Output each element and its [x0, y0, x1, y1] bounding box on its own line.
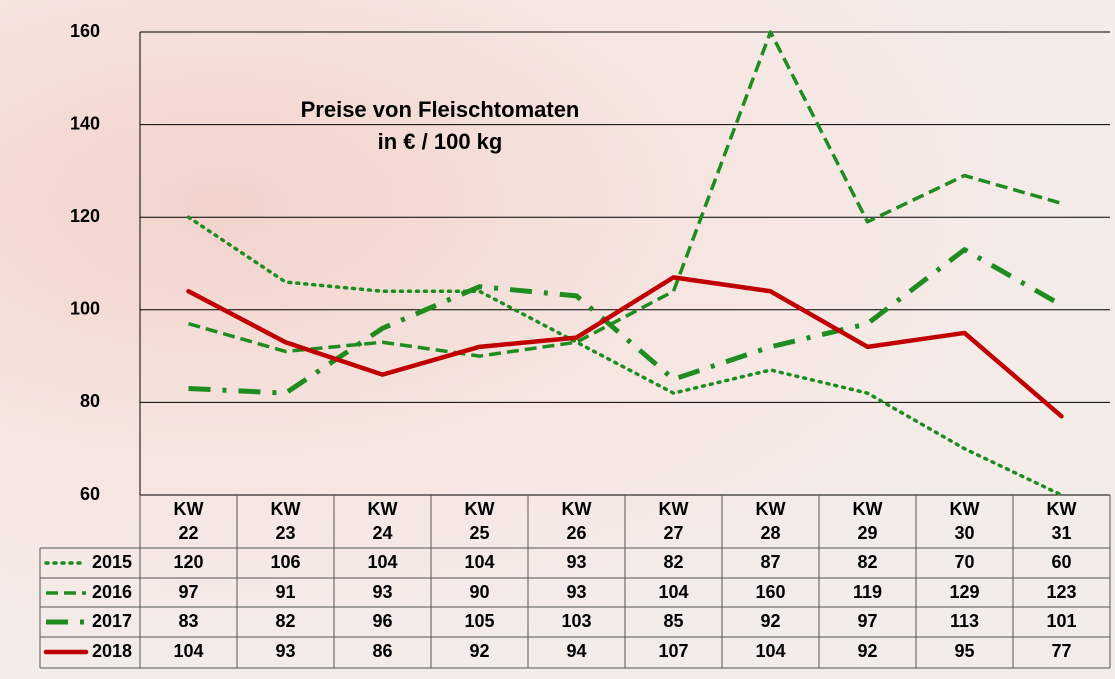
y-tick-label: 160	[70, 21, 100, 41]
table-value: 97	[178, 582, 198, 602]
table-value: 97	[857, 611, 877, 631]
chart-title: Preise von Fleischtomaten in € / 100 kg	[230, 94, 650, 158]
series-line	[189, 217, 1062, 495]
table-value: 91	[275, 582, 295, 602]
table-value: 101	[1046, 611, 1076, 631]
table-value: 87	[760, 552, 780, 572]
x-tick-label: KW 31	[1042, 497, 1082, 545]
table-value: 120	[173, 552, 203, 572]
table-value: 86	[372, 641, 392, 661]
table-value: 90	[469, 582, 489, 602]
table-value: 77	[1051, 641, 1071, 661]
table-value: 93	[566, 582, 586, 602]
y-tick-label: 120	[70, 206, 100, 226]
legend-label: 2017	[92, 611, 132, 631]
table-value: 92	[760, 611, 780, 631]
table-value: 160	[755, 582, 785, 602]
y-tick-label: 80	[80, 391, 100, 411]
table-value: 82	[663, 552, 683, 572]
table-value: 60	[1051, 552, 1071, 572]
table-value: 113	[950, 611, 979, 631]
table-value: 104	[367, 552, 397, 572]
x-tick-label: KW 28	[751, 497, 791, 545]
table-value: 104	[464, 552, 494, 572]
x-tick-label: KW 23	[266, 497, 306, 545]
table-value: 104	[173, 641, 203, 661]
x-tick-label: KW 24	[363, 497, 403, 545]
y-tick-label: 100	[70, 299, 100, 319]
table-value: 107	[658, 641, 688, 661]
table-value: 123	[1046, 582, 1076, 602]
table-value: 85	[663, 611, 683, 631]
series-line	[189, 250, 1062, 394]
table-value: 92	[857, 641, 877, 661]
table-value: 119	[853, 582, 882, 602]
table-value: 96	[372, 611, 392, 631]
table-value: 104	[658, 582, 688, 602]
x-tick-label: KW 25	[460, 497, 500, 545]
chart: 60 80 100 120 140 160 2015 120 106 104 104 93 82 87 82…	[0, 0, 1115, 679]
x-tick-label: KW 29	[848, 497, 888, 545]
table-value: 70	[954, 552, 974, 572]
table-value: 93	[566, 552, 586, 572]
table-value: 92	[469, 641, 489, 661]
table-value: 93	[275, 641, 295, 661]
table-value: 104	[755, 641, 785, 661]
table-value: 103	[561, 611, 591, 631]
table-value: 129	[949, 582, 979, 602]
x-tick-label: KW 27	[654, 497, 694, 545]
table-value: 105	[464, 611, 494, 631]
table-value: 82	[275, 611, 295, 631]
y-tick-label: 60	[80, 484, 100, 504]
x-tick-label: KW 30	[945, 497, 985, 545]
table-value: 106	[270, 552, 300, 572]
x-tick-label: KW 22	[169, 497, 209, 545]
legend-label: 2015	[92, 552, 132, 572]
table-value: 93	[372, 582, 392, 602]
table-value: 95	[954, 641, 974, 661]
x-tick-label: KW 26	[557, 497, 597, 545]
table-value: 94	[566, 641, 586, 661]
y-tick-label: 140	[70, 113, 100, 133]
legend-label: 2018	[92, 641, 132, 661]
table-value: 82	[857, 552, 877, 572]
legend-label: 2016	[92, 582, 132, 602]
table-value: 83	[178, 611, 198, 631]
